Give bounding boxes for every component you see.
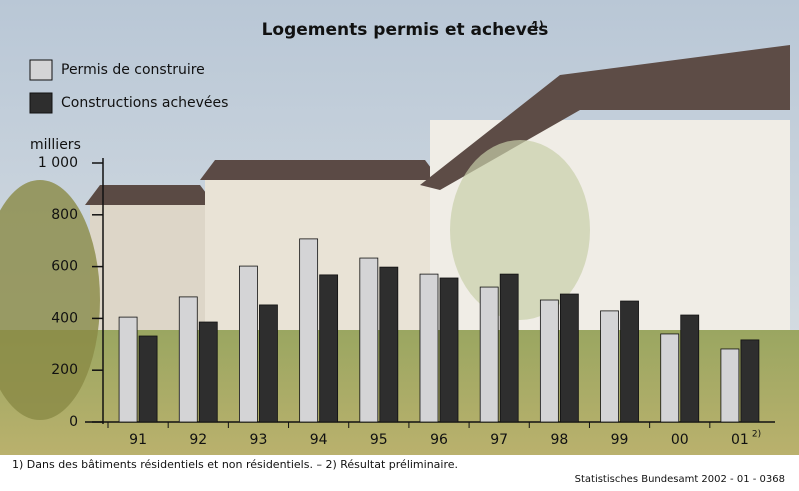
legend-swatch <box>30 93 52 113</box>
bar <box>380 267 398 422</box>
x-tick-label: 00 <box>671 432 689 448</box>
x-tick-label: 94 <box>310 432 328 448</box>
y-tick-label: 600 <box>51 259 78 275</box>
y-tick-label: 200 <box>51 362 78 378</box>
bar <box>560 294 578 422</box>
bar <box>621 301 639 422</box>
y-tick-label: 800 <box>51 207 78 223</box>
source: Statistisches Bundesamt 2002 - 01 - 0368 <box>575 474 785 485</box>
y-tick-label: 1 000 <box>38 155 78 171</box>
x-tick-label: 95 <box>370 432 388 448</box>
x-tick-label: 92 <box>189 432 207 448</box>
chart-title: Logements permis et achevés <box>262 20 549 40</box>
y-tick-label: 400 <box>51 310 78 326</box>
bar <box>320 275 338 422</box>
x-tick-label: 99 <box>611 432 629 448</box>
y-tick-label: 0 <box>69 414 78 430</box>
x-tick-label: 91 <box>129 432 147 448</box>
x-tick-label: 96 <box>430 432 448 448</box>
bar <box>500 274 518 422</box>
bar <box>259 305 277 422</box>
category-note: 2) <box>752 430 761 440</box>
bar <box>721 349 739 422</box>
bar <box>601 311 619 422</box>
bar <box>139 336 157 422</box>
bar <box>741 340 759 422</box>
bar <box>420 274 438 422</box>
chart: Logements permis et achevés 1) milliers … <box>0 0 799 487</box>
legend-label: Permis de construire <box>61 62 205 78</box>
bar <box>239 266 257 422</box>
legend-swatch <box>30 60 52 80</box>
x-tick-label: 97 <box>490 432 508 448</box>
legend-label: Constructions achevées <box>61 95 228 111</box>
title-note: 1) <box>532 20 544 31</box>
bar <box>681 315 699 422</box>
bar <box>119 317 137 422</box>
bar <box>440 278 458 422</box>
bar <box>480 287 498 422</box>
bar <box>661 334 679 422</box>
bar <box>179 297 197 422</box>
x-tick-label: 98 <box>550 432 568 448</box>
bar <box>360 258 378 422</box>
x-tick-label: 01 <box>731 432 749 448</box>
y-axis-label: milliers <box>30 137 81 153</box>
x-tick-label: 93 <box>250 432 268 448</box>
bar <box>300 239 318 422</box>
bar <box>199 322 217 422</box>
footnote: 1) Dans des bâtiments résidentiels et no… <box>12 458 458 471</box>
bar <box>540 300 558 422</box>
